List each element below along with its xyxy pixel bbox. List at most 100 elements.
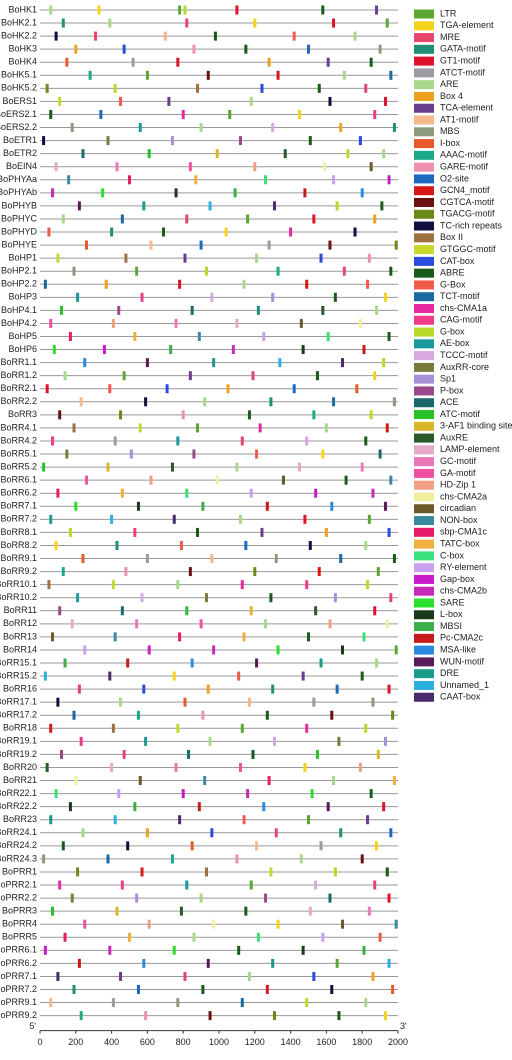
element-site — [265, 501, 269, 511]
element-site — [97, 5, 101, 15]
element-site — [371, 697, 375, 707]
legend-label: RY-element — [440, 562, 487, 572]
element-site — [58, 606, 62, 616]
element-site — [383, 736, 387, 746]
legend-swatch — [414, 610, 434, 620]
legend-swatch — [414, 374, 434, 384]
legend-swatch — [414, 492, 434, 502]
legend-swatch — [414, 56, 434, 66]
gene-label: BoPRR6.1 — [0, 945, 37, 955]
element-site — [120, 488, 124, 498]
legend-swatch — [414, 480, 434, 490]
legend-swatch — [414, 516, 434, 526]
element-site — [120, 606, 124, 616]
element-site — [337, 736, 341, 746]
element-site — [106, 854, 110, 864]
gene-label: BoPRR9.1 — [0, 997, 37, 1007]
element-site — [367, 253, 371, 263]
element-site — [358, 318, 362, 328]
legend-swatch — [414, 504, 434, 514]
gene-label: BoPRR2.2 — [0, 892, 37, 902]
legend-label: GC-motif — [440, 456, 476, 466]
element-site — [339, 554, 343, 564]
gene-label: BoHP1 — [8, 253, 37, 263]
element-site — [366, 815, 370, 825]
legend-label: MBSI — [440, 621, 462, 631]
x-tick-label: 200 — [68, 1037, 83, 1047]
element-site — [353, 31, 357, 41]
element-site — [170, 136, 174, 146]
element-site — [102, 345, 106, 355]
gene-label: BoRR23 — [3, 814, 37, 824]
gene-label: BoPRR5 — [2, 932, 37, 942]
element-site — [276, 645, 280, 655]
element-site — [135, 266, 139, 276]
element-site — [305, 580, 309, 590]
element-site — [346, 149, 350, 159]
element-site — [210, 554, 214, 564]
element-site — [262, 332, 266, 341]
element-site — [332, 175, 336, 185]
element-site — [341, 919, 345, 929]
element-site — [392, 776, 396, 786]
element-site — [364, 436, 368, 446]
gene-label: BoRR15.1 — [0, 657, 37, 667]
legend-swatch — [414, 68, 434, 78]
element-site — [113, 815, 117, 825]
element-site — [183, 971, 187, 981]
element-site — [174, 762, 178, 772]
element-site — [120, 880, 124, 890]
element-site — [281, 475, 285, 485]
element-site — [128, 932, 131, 942]
element-site — [58, 96, 62, 106]
element-site — [185, 214, 189, 224]
element-site — [341, 645, 345, 655]
element-site — [188, 371, 192, 381]
legend-swatch — [414, 256, 434, 266]
legend-label: C-box — [440, 550, 465, 560]
element-site — [324, 527, 328, 537]
element-site — [79, 736, 83, 746]
element-site — [237, 671, 241, 681]
legend-swatch — [414, 551, 434, 561]
element-site — [174, 188, 178, 198]
element-site — [255, 658, 259, 668]
legend-label: chs-CMA2a — [440, 491, 487, 501]
gene-label: BoRR19.1 — [0, 736, 37, 746]
legend-label: AE-box — [440, 338, 470, 348]
element-site — [385, 619, 389, 629]
element-site — [256, 932, 260, 942]
gene-label: BoPHYE — [1, 239, 37, 249]
element-site — [201, 710, 205, 720]
element-site — [178, 815, 182, 825]
element-site — [319, 658, 323, 668]
element-site — [330, 710, 334, 720]
element-site — [224, 227, 228, 237]
element-site — [301, 671, 305, 681]
gene-label: BoRR7.1 — [0, 501, 37, 511]
element-site — [317, 567, 321, 577]
element-site — [58, 410, 62, 420]
gene-label: BoHK3 — [8, 44, 37, 54]
element-site — [364, 998, 368, 1008]
element-site — [337, 1011, 341, 1021]
legend-swatch — [414, 9, 434, 19]
legend-swatch — [414, 539, 434, 549]
gene-label: BoRR2.1 — [0, 383, 37, 393]
element-site — [138, 776, 142, 786]
element-site — [61, 214, 65, 224]
gene-label: BoERS2.1 — [0, 109, 37, 119]
gene-label: BoHP5 — [8, 331, 37, 341]
element-site — [43, 279, 47, 289]
legend-label: G-Box — [440, 279, 466, 289]
element-site — [183, 5, 187, 15]
element-site — [145, 70, 149, 80]
element-site — [45, 83, 49, 93]
element-site — [314, 606, 318, 616]
gene-label: BoHK5.1 — [1, 70, 37, 80]
element-site — [176, 436, 180, 446]
legend-swatch — [414, 233, 434, 243]
element-site — [212, 645, 216, 655]
element-site — [387, 684, 391, 694]
element-site — [51, 632, 55, 642]
